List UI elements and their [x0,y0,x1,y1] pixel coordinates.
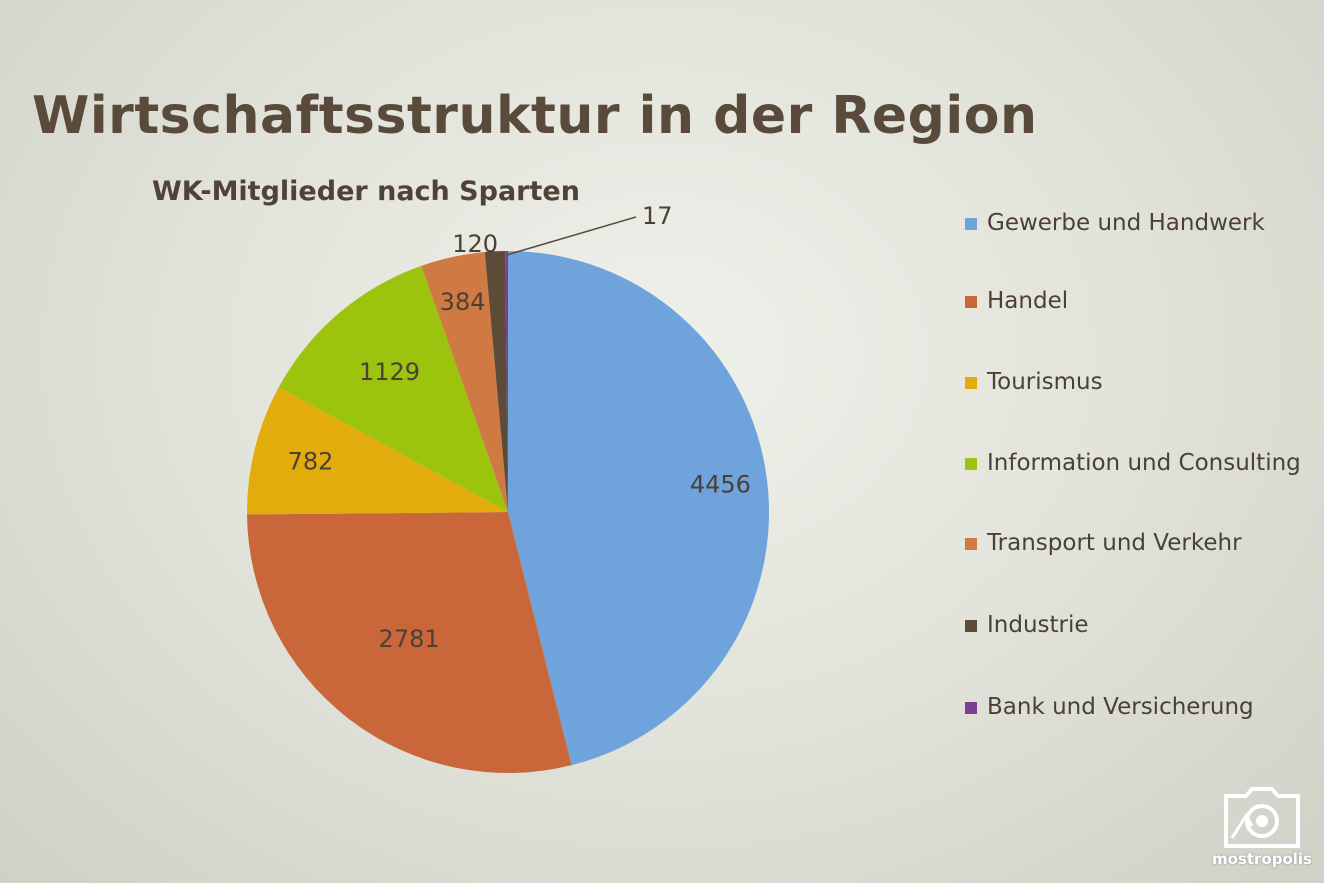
watermark-text: mostropolis [1212,850,1312,868]
pie-data-labels: 4456 2781 782 1129 384 120 17 [288,202,751,653]
pie-data-label: 782 [288,448,334,476]
pie-data-label: 1129 [359,358,420,386]
legend-swatch [965,218,977,230]
watermark: mostropolis [1208,786,1316,878]
pie-data-label: 2781 [379,625,440,653]
pie-data-label: 120 [452,230,498,258]
pie-slice [247,387,508,515]
pie-data-label: 384 [440,288,486,316]
pie-leader-line [506,216,637,256]
legend-item: Industrie [965,610,1305,641]
legend-item: Information und Consulting [965,448,1305,479]
legend-item: Transport und Verkehr [965,528,1305,559]
slide-title: Wirtschaftsstruktur in der Region [32,86,1038,146]
legend-swatch [965,620,977,632]
legend-swatch [965,296,977,308]
legend-label: Gewerbe und Handwerk [987,210,1265,236]
legend-swatch [965,702,977,714]
legend-item: Handel [965,286,1305,317]
legend-label: Tourismus [987,369,1103,395]
legend-swatch [965,458,977,470]
camera-icon [1224,787,1300,848]
chart-title: WK-Mitglieder nach Sparten [152,176,580,207]
legend-item: Bank und Versicherung [965,692,1305,723]
legend-label: Transport und Verkehr [987,530,1242,556]
legend-label: Handel [987,288,1069,314]
legend-label: Information und Consulting [987,450,1301,476]
legend-item: Gewerbe und Handwerk [965,208,1305,239]
pie-leader-lines [506,216,637,256]
legend-swatch [965,538,977,550]
legend-label: Industrie [987,612,1089,638]
legend-item: Tourismus [965,367,1305,398]
pie-slices [247,251,769,774]
legend-swatch [965,377,977,389]
legend-label: Bank und Versicherung [987,694,1254,720]
pie-slice [421,252,508,512]
pie-slice [484,251,508,512]
pie-data-label: 4456 [690,471,751,499]
pie-slice [278,265,508,512]
pie-slice [505,251,508,512]
pie-slice [508,251,769,766]
pie-data-label: 17 [642,202,673,230]
pie-slice [247,512,572,774]
